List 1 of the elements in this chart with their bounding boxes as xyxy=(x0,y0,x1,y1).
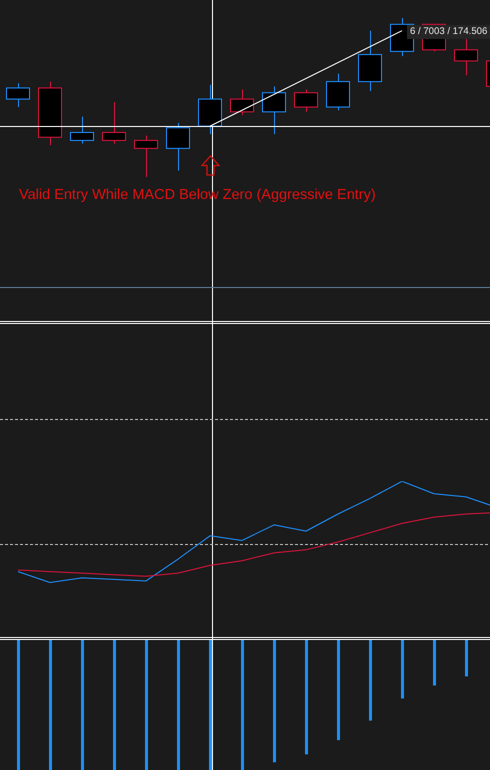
annotation: 6 / 7003 / 174.506 xyxy=(407,25,490,38)
